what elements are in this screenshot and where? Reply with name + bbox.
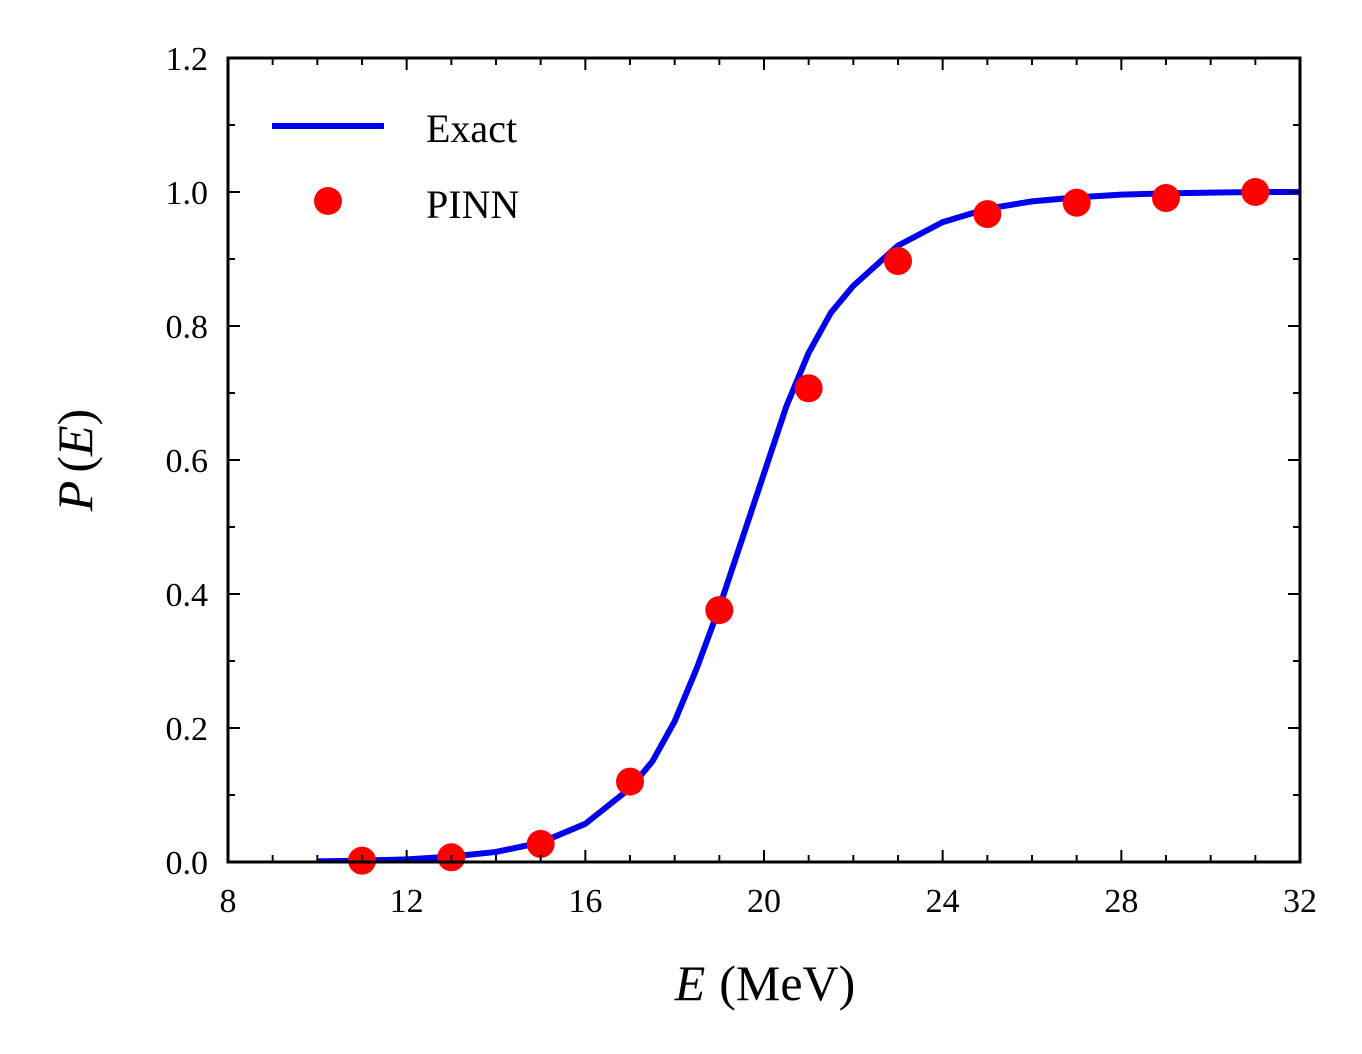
y-axis-label: P (E): [47, 409, 103, 512]
x-tick-label: 24: [926, 883, 960, 920]
x-tick-label: 32: [1283, 883, 1317, 920]
x-axis-label-var: E: [674, 955, 706, 1011]
y-tick-label: 0.2: [166, 711, 209, 748]
x-tick-label: 12: [390, 883, 424, 920]
data-point-pinn: [794, 374, 823, 403]
data-point-pinn: [973, 200, 1002, 229]
x-tick-label: 8: [220, 883, 237, 920]
y-axis-label-close: ): [47, 409, 103, 426]
legend-marker-pinn: [314, 187, 342, 215]
x-axis-label: E (MeV): [674, 955, 856, 1011]
axes-ticks: 8 12 16 20 24 28 32 0.0 0.2 0.4 0.6 0.8 1.0 1.2: [166, 41, 1318, 920]
y-axis-label-var: E: [47, 425, 103, 457]
legend-label-exact: Exact: [426, 106, 517, 151]
data-point-pinn: [705, 596, 734, 625]
x-tick-label: 16: [568, 883, 602, 920]
y-tick-label: 1.2: [166, 41, 209, 78]
x-tick-label: 20: [747, 883, 781, 920]
legend-label-pinn: PINN: [426, 182, 519, 227]
y-tick-label: 0.6: [166, 443, 209, 480]
y-tick-label: 0.4: [166, 577, 209, 614]
y-axis-label-open: (: [47, 456, 103, 473]
legend: Exact PINN: [272, 106, 519, 227]
y-tick-label: 1.0: [166, 175, 209, 212]
plot-area: [317, 178, 1300, 875]
data-point-pinn: [1152, 184, 1180, 213]
axes-frame: [226, 56, 1302, 864]
x-axis-label-unit: (MeV): [719, 955, 855, 1011]
y-axis-label-func: P: [47, 481, 103, 513]
plot-frame: [226, 56, 1302, 864]
data-point-pinn: [616, 767, 644, 796]
data-point-pinn: [884, 247, 912, 276]
x-tick-label: 28: [1104, 883, 1138, 920]
data-point-pinn: [1241, 178, 1270, 206]
y-tick-label: 0.0: [166, 845, 209, 882]
series-line-exact: [317, 189, 1300, 862]
y-tick-label: 0.8: [166, 309, 209, 346]
data-point-pinn: [1062, 188, 1091, 217]
data-point-pinn: [526, 829, 555, 858]
